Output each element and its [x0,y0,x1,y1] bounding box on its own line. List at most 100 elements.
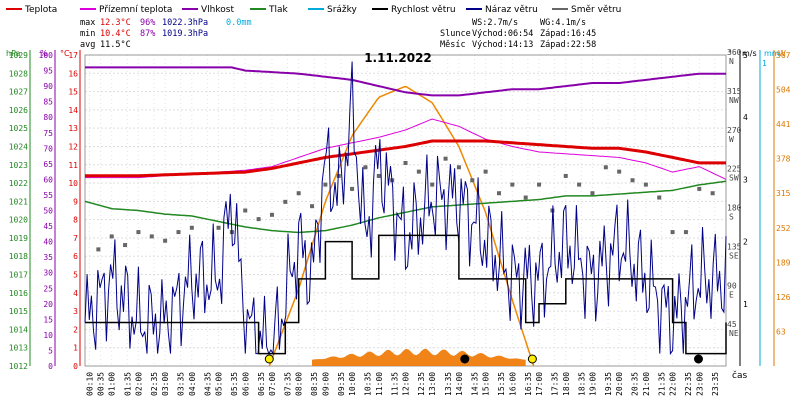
tick-mm: 1 [762,59,767,68]
tick-time: 15:35 [497,372,506,396]
axis-ticks: 1716151413121110987654321010291028102710… [9,48,791,371]
dir-point [216,225,221,230]
legend-tlak: Tlak [268,5,289,15]
axis-mm-label: mm [764,49,780,58]
tick-w: 252 [776,224,791,233]
tick-time: 04:35 [203,372,212,396]
tick-hpa: 1017 [9,271,28,280]
stats-min-label: min [80,29,95,39]
series-layer [84,61,727,367]
tick-temp: 4 [73,289,78,298]
dir-point [123,243,128,248]
series-humidity [85,66,726,97]
dir-point [430,182,435,187]
tick-dir-label: SE [729,251,739,260]
tick-time: 18:00 [562,372,571,396]
series-pressure [84,180,727,234]
dir-point [710,191,715,196]
dir-point [537,182,542,187]
tick-time: 16:00 [508,372,517,396]
legend-smer-vetru: Směr větru [571,5,621,15]
tick-dir-label: N [729,57,734,66]
tick-ms: 2 [743,238,748,247]
tick-temp: 12 [68,142,78,151]
tick-pct: 85 [43,98,53,107]
dir-point [456,165,461,170]
tick-pct: 40 [43,238,53,247]
tick-temp: 16 [68,69,78,78]
dir-point [590,191,595,196]
tick-time: 21:00 [642,372,651,396]
axis-w-label: W [778,49,786,58]
tick-w: 63 [776,327,786,336]
tick-dir: 135 [727,242,742,251]
dir-point [510,182,515,187]
tick-dir: 180 [727,204,742,213]
tick-w: 441 [776,120,791,129]
tick-pct: 80 [43,113,53,122]
x-axis: 00:10 00:35 01:00 01:35 02:00 02:35 03:00 03:35… [85,372,719,396]
tick-time: 19:35 [604,372,613,396]
legend-vlhkost: Vlhkost [201,5,234,15]
info-sun-set: Západ:16:45 [540,29,596,39]
info-sun-label: Slunce [440,29,471,39]
tick-pct: 45 [43,222,53,231]
dir-point [697,186,702,191]
tick-temp: 2 [73,325,78,334]
info: WS:2.7m/s WG:4.1m/s Slunce Východ:06:54 … [440,18,596,50]
dir-point [496,191,501,196]
dir-point [109,234,114,239]
dir-point [336,173,341,178]
stats-min-hum: 87% [140,29,155,39]
tick-time: 13:35 [444,372,453,396]
tick-time: 23:00 [695,372,704,396]
tick-w: 189 [776,258,791,267]
info-moon-set: Západ:22:58 [540,40,596,50]
legend-rychlost-vetru: Rychlost větru [391,5,456,15]
tick-time: 12:00 [402,372,411,396]
dir-point [323,182,328,187]
stats-max-temp: 12.3°C [100,18,131,28]
tick-time: 20:35 [631,372,640,396]
tick-temp: 15 [68,88,78,97]
tick-time: 14:00 [455,372,464,396]
tick-time: 04:00 [188,372,197,396]
dir-point [670,230,675,235]
tick-time: 07:00 [268,372,277,396]
tick-time: 00:10 [85,372,94,396]
tick-dir-label: NW [729,96,739,105]
tick-hpa: 1029 [9,51,28,60]
dir-point [563,173,568,178]
dir-point [403,160,408,165]
tick-dir: 45 [727,320,737,329]
tick-time: 07:35 [284,372,293,396]
stats-max-rain: 0.0mm [226,18,252,28]
tick-time: 14:35 [470,372,479,396]
x-axis-label: čas [732,370,747,381]
tick-time: 21:35 [657,372,666,396]
legend-prizemni-teplota: Přízemní teplota [99,5,172,15]
tick-temp: 3 [73,307,78,316]
dir-point [350,186,355,191]
dir-point [376,173,381,178]
stats-min-temp: 10.4°C [100,29,131,39]
tick-time: 09:00 [321,372,330,396]
tick-hpa: 1018 [9,252,28,261]
tick-time: 15:00 [482,372,491,396]
tick-pct: 10 [43,331,53,340]
dir-point [149,234,154,239]
moonset-marker [693,354,703,364]
series-radiation-area [312,348,526,366]
tick-hpa: 1027 [9,88,28,97]
tick-hpa: 1013 [9,344,28,353]
dir-point [296,191,301,196]
tick-temp: 1 [73,344,78,353]
tick-dir: 315 [727,87,742,96]
tick-hpa: 1012 [9,362,28,371]
dir-point [643,182,648,187]
tick-time: 20:00 [615,372,624,396]
tick-dir-label: E [729,290,734,299]
tick-dir: 360 [727,48,742,57]
tick-pct: 20 [43,300,53,309]
